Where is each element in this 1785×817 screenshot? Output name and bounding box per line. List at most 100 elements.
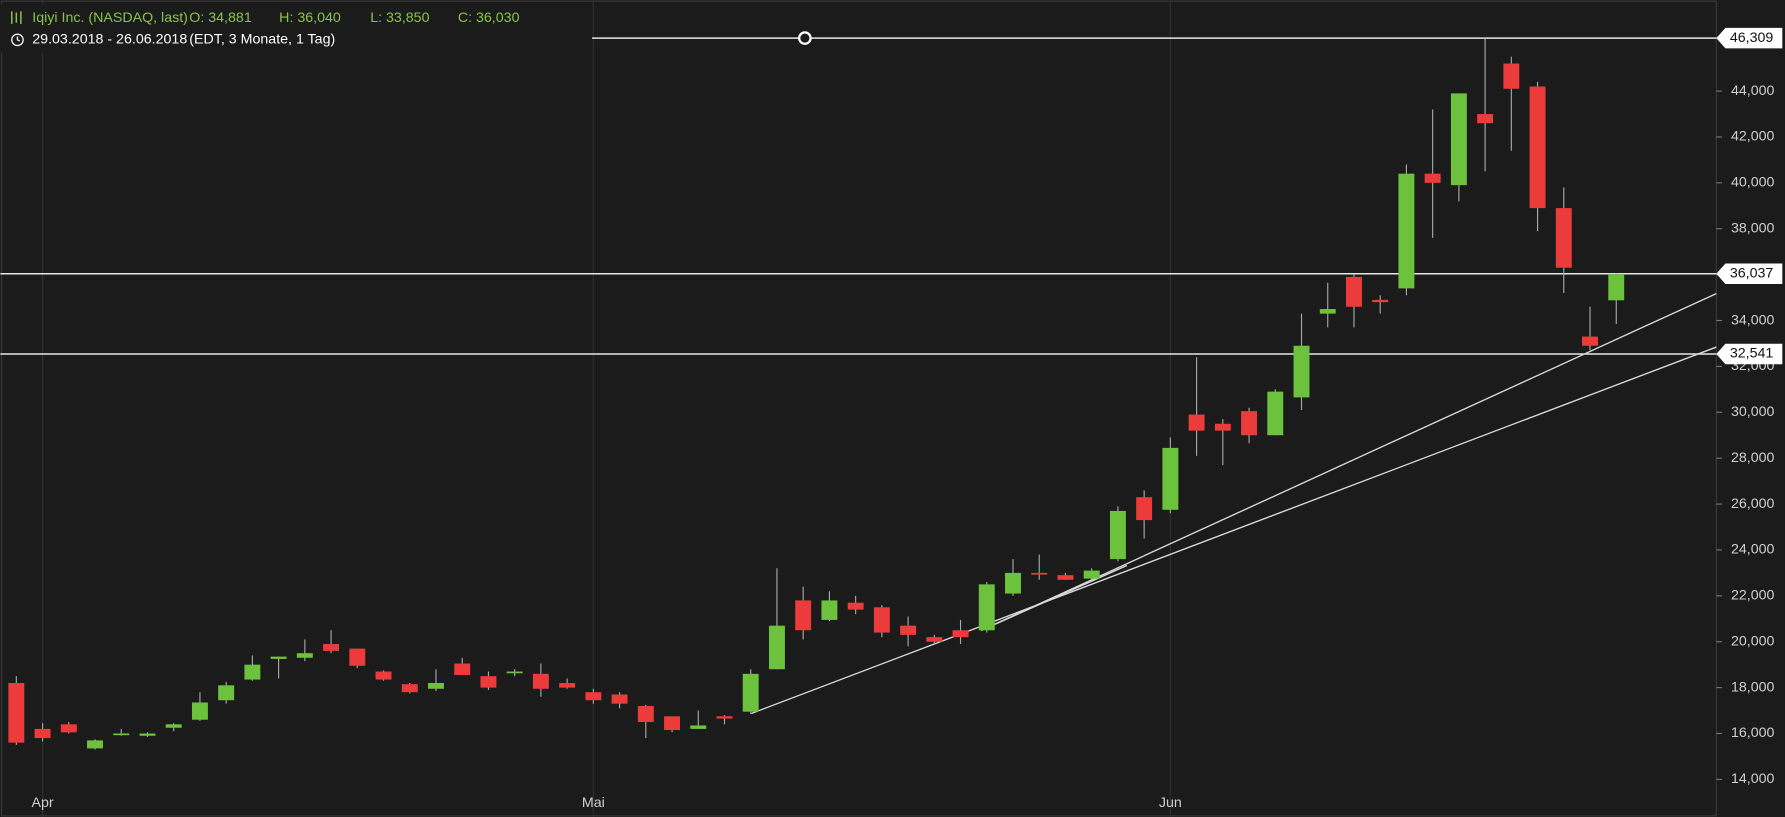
candle-body (1346, 276, 1362, 307)
candle-body (87, 740, 103, 749)
candle-body (480, 676, 497, 688)
level-handle (798, 31, 812, 45)
candle-body (1477, 114, 1494, 124)
candle-body (1529, 86, 1546, 209)
candle-body (611, 694, 628, 704)
candle-body (34, 728, 51, 739)
level-label: 46,309 (1730, 30, 1774, 46)
candle-body (559, 683, 576, 688)
ohlc-summary: L: 33,850 (370, 10, 429, 26)
level-label: 32,541 (1730, 346, 1774, 362)
candle-body (8, 683, 25, 743)
candle-body (1214, 423, 1231, 431)
candle-body (191, 702, 208, 720)
candle-body (1083, 570, 1100, 579)
candle-body (296, 653, 313, 658)
candle-body (323, 644, 340, 651)
grid: Apr Mai Jun (31, 0, 1182, 817)
ohlc-summary: C: 36,030 (458, 10, 520, 26)
clock-icon (11, 33, 24, 47)
candle-body (1031, 572, 1048, 575)
period: 29.03.2018 - 26.06.2018 (32, 32, 187, 48)
level-label: 36,037 (1730, 266, 1774, 282)
y-tick-label: 38,000 (1731, 220, 1775, 236)
chart-title: Iqiyi Inc. (NASDAQ, last) (32, 10, 188, 26)
y-tick-label: 34,000 (1731, 312, 1775, 328)
level-label-box (1716, 263, 1783, 285)
candle-body (585, 692, 602, 701)
candle-body (1372, 299, 1389, 303)
candle-body (716, 716, 733, 719)
level-label-box (1716, 343, 1783, 365)
y-tick-label: 22,000 (1731, 588, 1775, 604)
candle-body (1136, 497, 1153, 521)
candle-body (60, 724, 77, 733)
candle-body (270, 656, 287, 659)
candle-body (1319, 309, 1336, 314)
candle-body (952, 630, 969, 638)
y-tick-label: 14,000 (1731, 771, 1775, 787)
candle-body (113, 733, 130, 736)
candle-body (401, 684, 418, 693)
candle-body (873, 607, 890, 633)
candle-body (1398, 173, 1415, 289)
header-background (0, 4, 593, 53)
candle-body (1424, 173, 1441, 183)
candle-body (1503, 63, 1520, 89)
trend-line (980, 564, 1128, 632)
y-tick-label: 26,000 (1731, 496, 1775, 512)
y-tick-label: 16,000 (1731, 725, 1775, 741)
plot-frame (0, 0, 1717, 817)
candle-body (1608, 273, 1625, 301)
x-tick-label: Apr (31, 795, 53, 811)
candle-body (795, 600, 812, 631)
candle-body (847, 602, 864, 610)
candle-body (1267, 391, 1284, 436)
candle-body (1005, 572, 1021, 594)
y-tick-label: 30,000 (1731, 404, 1775, 420)
chart-icon (11, 11, 22, 24)
candle-body (349, 648, 366, 666)
y-tick-label: 28,000 (1731, 450, 1775, 466)
candle-body (664, 716, 681, 731)
level-label-box (1716, 27, 1783, 49)
trend-line (980, 292, 1717, 632)
candle-body (821, 600, 838, 620)
y-tick-label: 20,000 (1731, 633, 1775, 649)
candle-body (1293, 345, 1310, 398)
y-tick-label: 18,000 (1731, 679, 1775, 695)
y-tick-label: 44,000 (1731, 83, 1775, 99)
candle-body (926, 637, 943, 642)
candle-body (532, 673, 549, 689)
ohlc-summary: H: 36,040 (279, 10, 341, 26)
candle-body (165, 724, 182, 728)
candle-body (900, 625, 917, 635)
period-details: (EDT, 3 Monate, 1 Tag) (189, 32, 335, 48)
candle-body (244, 664, 261, 680)
candle-body (139, 733, 156, 736)
candle-body (375, 671, 392, 680)
candle-body (1450, 93, 1467, 186)
candle-body (768, 625, 785, 670)
y-tick-label: 42,000 (1731, 129, 1775, 145)
y-tick-label: 40,000 (1731, 175, 1775, 191)
candle-body (742, 673, 759, 712)
candle-body (1109, 510, 1126, 560)
y-axis: 14,000 16,000 18,000 20,000 22,000 24,000 26,0… (1716, 27, 1783, 787)
candle-body (1582, 336, 1598, 346)
candle-body (1241, 411, 1258, 436)
candle-body (454, 663, 471, 675)
candle-body (1188, 414, 1205, 431)
ohlc-summary: O: 34,881 (189, 10, 252, 26)
candle-body (218, 685, 235, 701)
candle-body (1162, 447, 1179, 510)
x-tick-label: Jun (1159, 795, 1182, 811)
candle-body (690, 725, 707, 729)
candles (8, 38, 1625, 750)
y-tick-label: 24,000 (1731, 542, 1775, 558)
candle-body (978, 584, 995, 631)
candle-body (428, 683, 444, 689)
